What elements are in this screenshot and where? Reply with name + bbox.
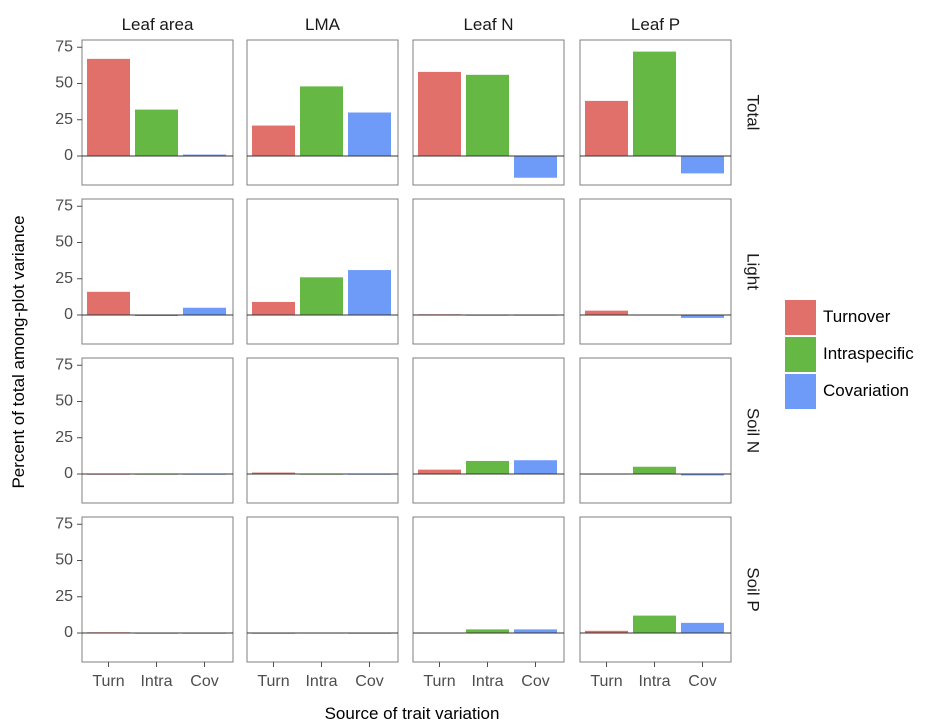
panel-soil-p-leaf-p bbox=[579, 516, 732, 663]
row-facet-label-light: Light bbox=[744, 253, 763, 290]
bar-soil-n-leaf-p-cov bbox=[681, 474, 724, 476]
bar-soil-n-leaf-n-intra bbox=[466, 460, 509, 474]
x-tick-label-leaf-p-intra: Intra bbox=[638, 673, 670, 690]
column-facet-label-leaf-area: Leaf area bbox=[122, 15, 194, 34]
bar-total-leaf-area-intra bbox=[135, 109, 178, 156]
bar-total-lma-turn bbox=[252, 125, 295, 156]
bar-soil-n-leaf-n-cov bbox=[514, 460, 557, 474]
bar-light-leaf-p-turn bbox=[585, 310, 628, 315]
y-tick-label-soil-n-50: 50 bbox=[55, 393, 73, 410]
y-tick-label-total-75: 75 bbox=[55, 38, 73, 55]
y-tick-label-total-0: 0 bbox=[64, 147, 73, 164]
bar-total-leaf-p-intra bbox=[633, 51, 676, 156]
bar-total-leaf-area-cov bbox=[183, 154, 226, 156]
x-tick-label-leaf-area-cov: Cov bbox=[190, 673, 218, 690]
bar-light-lma-turn bbox=[252, 301, 295, 315]
x-tick-label-lma-cov: Cov bbox=[355, 673, 383, 690]
row-facet-label-total: Total bbox=[744, 95, 763, 131]
panel-soil-n-leaf-area bbox=[81, 357, 234, 504]
column-facet-label-leaf-n: Leaf N bbox=[463, 15, 513, 34]
y-tick-label-soil-n-25: 25 bbox=[55, 429, 73, 446]
bar-light-leaf-area-cov bbox=[183, 307, 226, 315]
legend-swatch-intraspecific bbox=[785, 337, 816, 372]
bar-soil-n-leaf-n-turn bbox=[418, 469, 461, 474]
x-tick-label-leaf-area-turn: Turn bbox=[92, 673, 124, 690]
y-tick-label-soil-n-0: 0 bbox=[64, 465, 73, 482]
bar-total-lma-cov bbox=[348, 112, 391, 156]
legend-label-turnover: Turnover bbox=[823, 307, 891, 326]
y-tick-label-soil-n-75: 75 bbox=[55, 356, 73, 373]
bar-soil-p-leaf-p-intra bbox=[633, 615, 676, 633]
y-axis-title: Percent of total among-plot variance bbox=[9, 215, 28, 488]
bar-total-leaf-p-turn bbox=[585, 100, 628, 156]
y-tick-label-soil-p-0: 0 bbox=[64, 624, 73, 641]
legend-label-covariation: Covariation bbox=[823, 381, 909, 400]
panel-soil-p-leaf-area bbox=[81, 516, 234, 663]
y-tick-label-light-25: 25 bbox=[55, 270, 73, 287]
bar-light-leaf-p-cov bbox=[681, 315, 724, 318]
y-tick-label-soil-p-75: 75 bbox=[55, 515, 73, 532]
bar-total-leaf-area-turn bbox=[87, 58, 130, 156]
x-axis-title: Source of trait variation bbox=[325, 704, 500, 723]
y-tick-label-soil-p-50: 50 bbox=[55, 552, 73, 569]
bar-soil-p-leaf-n-cov bbox=[514, 629, 557, 633]
y-tick-label-light-0: 0 bbox=[64, 306, 73, 323]
row-facet-label-soil-n: Soil N bbox=[744, 408, 763, 453]
legend-swatch-turnover bbox=[785, 300, 816, 335]
y-tick-label-total-25: 25 bbox=[55, 111, 73, 128]
x-tick-label-leaf-n-cov: Cov bbox=[521, 673, 549, 690]
bar-soil-p-leaf-p-cov bbox=[681, 622, 724, 633]
panel-soil-n-leaf-n bbox=[412, 357, 565, 504]
y-tick-label-total-50: 50 bbox=[55, 75, 73, 92]
x-tick-label-leaf-n-intra: Intra bbox=[471, 673, 503, 690]
bar-light-lma-cov bbox=[348, 270, 391, 315]
legend-swatch-covariation bbox=[785, 374, 816, 409]
bar-total-leaf-n-intra bbox=[466, 74, 509, 156]
x-tick-label-leaf-p-turn: Turn bbox=[590, 673, 622, 690]
x-tick-label-leaf-area-intra: Intra bbox=[140, 673, 172, 690]
column-facet-label-leaf-p: Leaf P bbox=[631, 15, 680, 34]
y-tick-label-light-50: 50 bbox=[55, 234, 73, 251]
panel-light-leaf-n bbox=[412, 198, 565, 345]
panel-light-leaf-area bbox=[81, 198, 234, 345]
x-tick-label-leaf-p-cov: Cov bbox=[688, 673, 716, 690]
bar-soil-p-leaf-p-turn bbox=[585, 630, 628, 633]
panel-light-leaf-p bbox=[579, 198, 732, 345]
panel-soil-p-leaf-n bbox=[412, 516, 565, 663]
bar-total-lma-intra bbox=[300, 86, 343, 156]
bar-total-leaf-n-turn bbox=[418, 71, 461, 156]
panel-soil-n-leaf-p bbox=[579, 357, 732, 504]
x-tick-label-lma-turn: Turn bbox=[257, 673, 289, 690]
y-tick-label-soil-p-25: 25 bbox=[55, 588, 73, 605]
y-tick-label-light-75: 75 bbox=[55, 197, 73, 214]
bar-soil-p-leaf-n-intra bbox=[466, 629, 509, 633]
bar-soil-n-leaf-p-intra bbox=[633, 466, 676, 474]
panel-soil-p-lma bbox=[246, 516, 399, 663]
bar-light-lma-intra bbox=[300, 277, 343, 315]
column-facet-label-lma: LMA bbox=[305, 15, 341, 34]
legend-label-intraspecific: Intraspecific bbox=[823, 344, 914, 363]
bar-soil-n-lma-turn bbox=[252, 472, 295, 474]
row-facet-label-soil-p: Soil P bbox=[744, 567, 763, 611]
x-tick-label-leaf-n-turn: Turn bbox=[423, 673, 455, 690]
bar-total-leaf-p-cov bbox=[681, 156, 724, 174]
panel-soil-n-lma bbox=[246, 357, 399, 504]
bar-total-leaf-n-cov bbox=[514, 156, 557, 178]
x-tick-label-lma-intra: Intra bbox=[305, 673, 337, 690]
bar-light-leaf-area-turn bbox=[87, 291, 130, 315]
